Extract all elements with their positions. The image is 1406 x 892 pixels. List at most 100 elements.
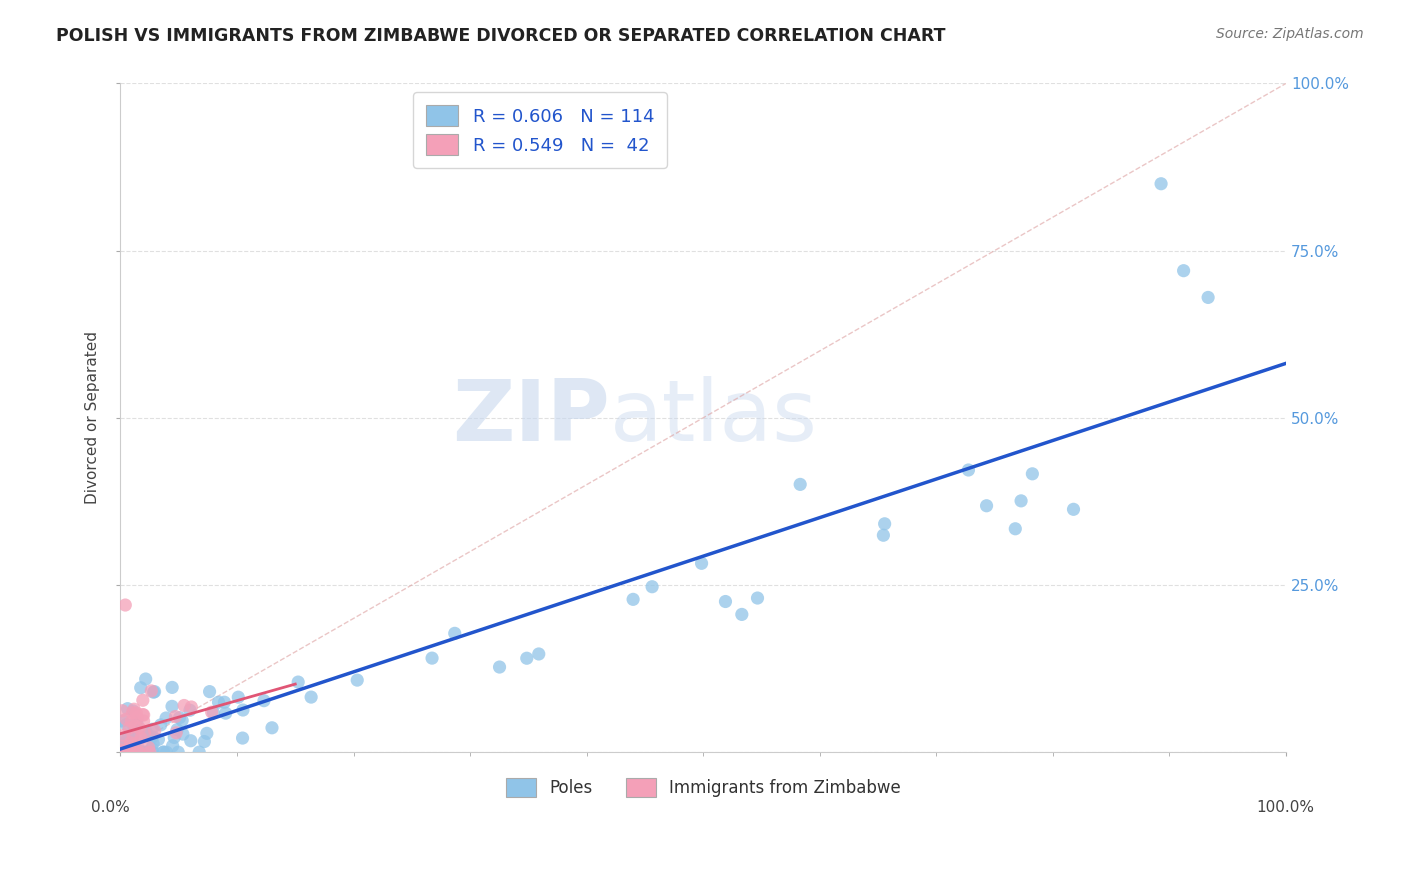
Point	[125, 732, 148, 747]
Point	[114, 732, 136, 747]
Point	[135, 745, 157, 759]
Point	[120, 739, 142, 753]
Point	[172, 714, 194, 728]
Point	[117, 738, 139, 752]
Point	[112, 737, 135, 751]
Point	[160, 699, 183, 714]
Point	[152, 745, 174, 759]
Point	[112, 745, 135, 759]
Point	[128, 745, 150, 759]
Point	[1063, 502, 1085, 516]
Point	[114, 598, 136, 612]
Point	[527, 647, 550, 661]
Point	[111, 745, 134, 759]
Point	[253, 694, 276, 708]
Point	[1010, 494, 1032, 508]
Point	[121, 731, 143, 745]
Point	[193, 734, 215, 748]
Point	[155, 745, 177, 759]
Point	[141, 741, 163, 756]
Point	[976, 499, 998, 513]
Point	[114, 745, 136, 759]
Point	[134, 726, 156, 740]
Point	[115, 717, 138, 731]
Point	[215, 706, 238, 721]
Point	[141, 684, 163, 698]
Point	[138, 740, 160, 755]
Point	[127, 711, 149, 725]
Point	[112, 728, 135, 742]
Point	[166, 723, 188, 737]
Point	[287, 675, 309, 690]
Point	[872, 528, 894, 542]
Point	[1173, 263, 1195, 277]
Point	[128, 721, 150, 735]
Text: POLISH VS IMMIGRANTS FROM ZIMBABWE DIVORCED OR SEPARATED CORRELATION CHART: POLISH VS IMMIGRANTS FROM ZIMBABWE DIVOR…	[56, 27, 946, 45]
Point	[299, 690, 322, 705]
Point	[135, 672, 157, 686]
Point	[167, 745, 190, 759]
Point	[260, 721, 283, 735]
Point	[169, 711, 191, 725]
Point	[115, 712, 138, 726]
Point	[121, 706, 143, 720]
Point	[125, 714, 148, 729]
Point	[163, 731, 186, 745]
Point	[139, 745, 162, 759]
Point	[1150, 177, 1173, 191]
Point	[131, 707, 153, 722]
Point	[731, 607, 754, 622]
Point	[172, 727, 194, 741]
Point	[120, 745, 142, 759]
Point	[118, 745, 141, 759]
Point	[129, 744, 152, 758]
Point	[111, 737, 134, 751]
Point	[346, 673, 368, 687]
Point	[141, 723, 163, 737]
Point	[132, 708, 155, 723]
Point	[118, 721, 141, 735]
Point	[136, 745, 159, 759]
Point	[232, 703, 254, 717]
Point	[131, 745, 153, 759]
Text: atlas: atlas	[610, 376, 818, 459]
Point	[122, 720, 145, 734]
Point	[214, 695, 236, 709]
Point	[110, 745, 132, 759]
Point	[112, 745, 135, 759]
Point	[125, 742, 148, 756]
Point	[111, 742, 134, 756]
Point	[142, 745, 165, 759]
Point	[120, 714, 142, 729]
Point	[127, 745, 149, 759]
Point	[142, 685, 165, 699]
Text: 100.0%: 100.0%	[1257, 800, 1315, 814]
Point	[148, 732, 170, 747]
Point	[124, 745, 146, 759]
Point	[111, 738, 134, 752]
Point	[789, 477, 811, 491]
Point	[117, 745, 139, 759]
Point	[179, 703, 201, 717]
Point	[134, 745, 156, 759]
Point	[516, 651, 538, 665]
Point	[117, 745, 139, 759]
Point	[122, 745, 145, 759]
Point	[115, 745, 138, 759]
Point	[110, 743, 132, 757]
Point	[143, 684, 166, 698]
Point	[621, 592, 644, 607]
Point	[155, 711, 177, 725]
Text: ZIP: ZIP	[453, 376, 610, 459]
Point	[207, 695, 229, 709]
Point	[136, 728, 159, 742]
Point	[110, 745, 132, 759]
Point	[1021, 467, 1043, 481]
Point	[162, 739, 184, 753]
Point	[122, 704, 145, 718]
Point	[420, 651, 443, 665]
Text: 0.0%: 0.0%	[91, 800, 131, 814]
Point	[173, 698, 195, 713]
Point	[226, 690, 249, 705]
Point	[117, 701, 139, 715]
